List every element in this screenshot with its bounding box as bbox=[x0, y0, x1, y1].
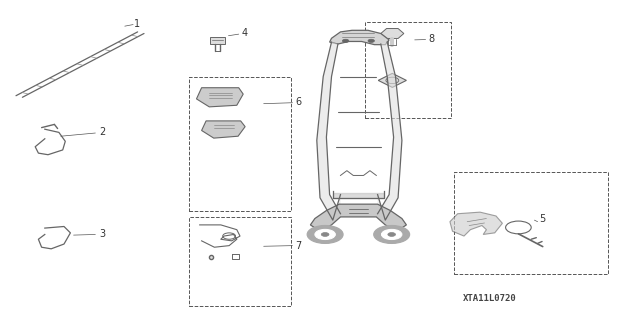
Circle shape bbox=[368, 39, 374, 42]
Text: 2: 2 bbox=[99, 127, 106, 137]
Polygon shape bbox=[378, 42, 402, 220]
Bar bbox=[189, 77, 291, 211]
Bar bbox=[189, 217, 291, 306]
Polygon shape bbox=[196, 88, 243, 107]
Polygon shape bbox=[310, 204, 406, 231]
Polygon shape bbox=[317, 42, 340, 220]
Bar bbox=[210, 37, 225, 44]
Polygon shape bbox=[333, 193, 384, 198]
Text: 8: 8 bbox=[429, 34, 435, 44]
Bar bbox=[454, 172, 608, 274]
Circle shape bbox=[381, 229, 402, 240]
Circle shape bbox=[342, 39, 349, 42]
Circle shape bbox=[307, 226, 343, 243]
Text: 7: 7 bbox=[296, 241, 302, 251]
Text: 6: 6 bbox=[296, 97, 302, 107]
Circle shape bbox=[321, 233, 329, 236]
Text: 5: 5 bbox=[539, 213, 545, 224]
Text: 3: 3 bbox=[99, 229, 106, 240]
Circle shape bbox=[315, 229, 335, 240]
Polygon shape bbox=[450, 212, 502, 236]
Polygon shape bbox=[378, 73, 406, 87]
Polygon shape bbox=[381, 28, 404, 39]
Text: 4: 4 bbox=[242, 28, 248, 39]
Text: 1: 1 bbox=[134, 19, 141, 29]
Polygon shape bbox=[330, 30, 389, 45]
Circle shape bbox=[374, 226, 410, 243]
Circle shape bbox=[388, 233, 396, 236]
Polygon shape bbox=[202, 121, 245, 138]
Text: XTA11L0720: XTA11L0720 bbox=[463, 294, 516, 303]
Bar bbox=[365, 22, 451, 118]
